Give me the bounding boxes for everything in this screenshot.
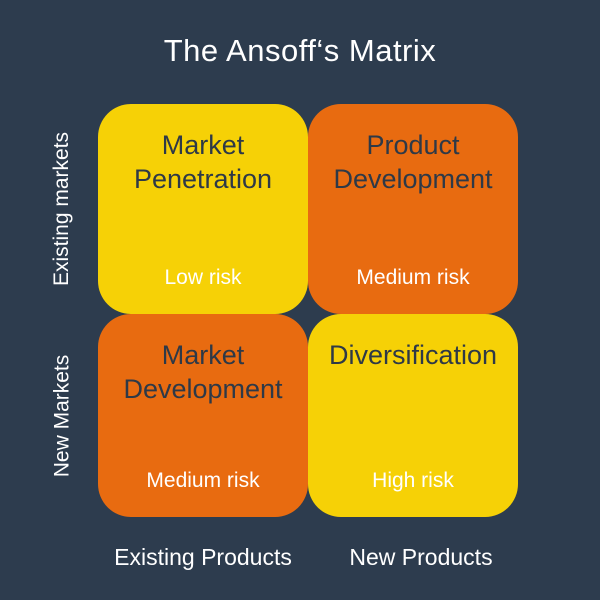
matrix-grid: Market Penetration Low risk Product Deve… xyxy=(98,104,518,517)
risk-label: High risk xyxy=(372,469,454,492)
quadrant-product-development: Product Development Medium risk xyxy=(308,104,518,314)
row-label-existing-markets-text: Existing markets xyxy=(50,131,74,287)
quadrant-market-development: Market Development Medium risk xyxy=(98,314,308,517)
row-label-existing-markets: Existing markets xyxy=(26,104,98,314)
quadrant-title: Diversification xyxy=(328,340,498,370)
row-label-new-markets: New Markets xyxy=(26,314,98,517)
quadrant-title: Market Development xyxy=(123,340,283,405)
row-label-new-markets-text: New Markets xyxy=(50,354,73,477)
page-title: The Ansoff‘s Matrix xyxy=(163,33,437,68)
risk-label: Medium risk xyxy=(146,469,260,492)
risk-label: Low risk xyxy=(164,266,242,289)
quadrant-title: Market Penetration xyxy=(133,130,273,195)
col-label-existing-products: Existing Products xyxy=(114,544,292,570)
col-label-new-products: New Products xyxy=(349,544,493,570)
quadrant-diversification: Diversification High risk xyxy=(308,314,518,517)
quadrant-market-penetration: Market Penetration Low risk xyxy=(98,104,308,314)
quadrant-title: Product Development xyxy=(333,130,493,195)
risk-label: Medium risk xyxy=(356,266,470,289)
